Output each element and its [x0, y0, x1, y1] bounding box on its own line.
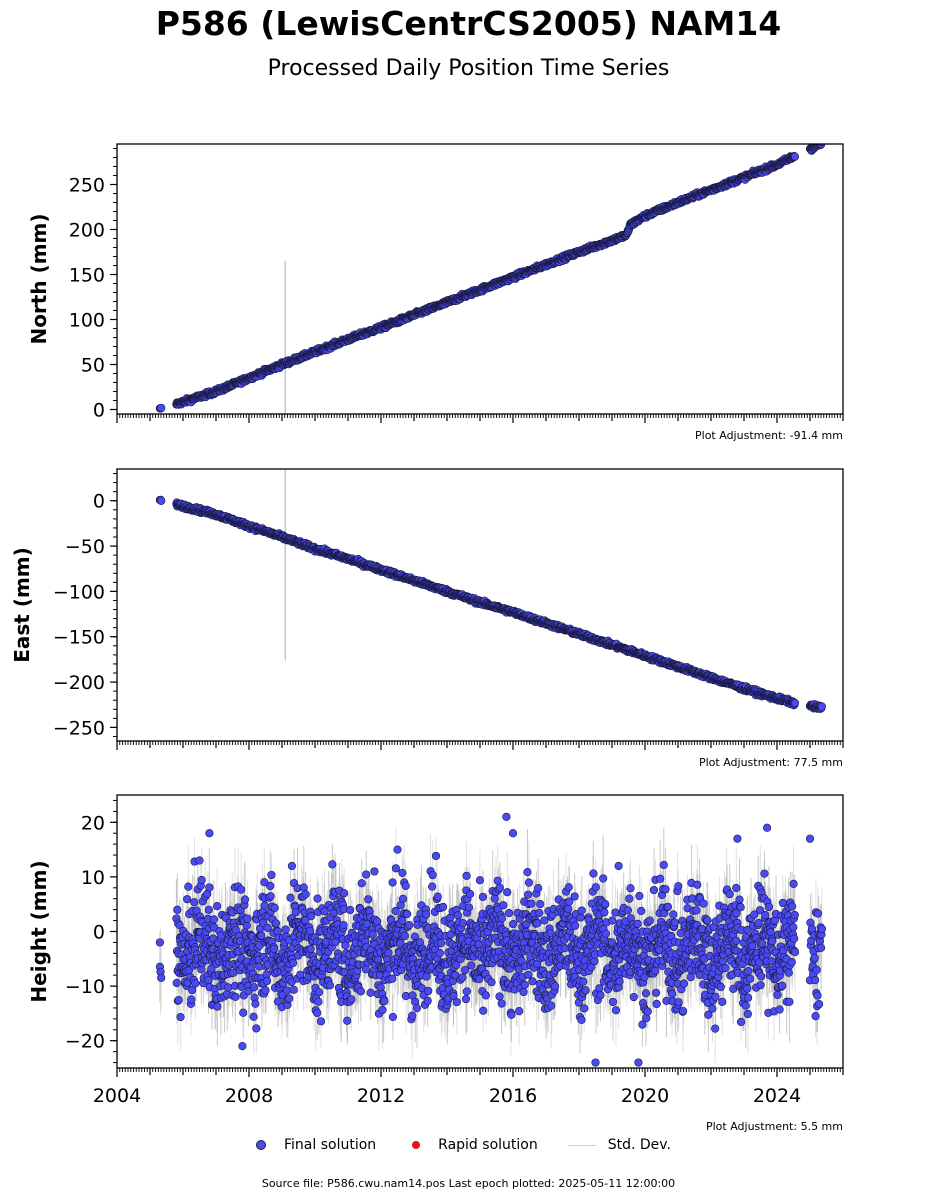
y-tick-label: 0 [93, 491, 105, 513]
plot-area [155, 469, 826, 713]
data-point [790, 698, 800, 708]
plot-area [155, 144, 826, 414]
plot-adjustment-note: Plot Adjustment: 77.5 mm [699, 756, 843, 769]
y-tick-label: −250 [53, 717, 105, 739]
final-solution-points [155, 144, 826, 413]
y-tick-label: 250 [69, 175, 105, 197]
y-tick-label: 200 [69, 220, 105, 242]
y-axis-label: North (mm) [27, 213, 51, 344]
plot-area [155, 812, 826, 1067]
data-point [790, 152, 800, 161]
panel-1: 0 50 100 150 200 250 North (mm) Plot Adjustment… [27, 143, 844, 442]
data-point [157, 403, 166, 413]
chart-title: P586 (LewisCentrCS2005) NAM14 [155, 4, 782, 43]
y-tick-label: 100 [69, 310, 105, 332]
final-solution-points [155, 495, 826, 713]
y-tick-label: −200 [53, 672, 105, 694]
data-point [157, 496, 166, 506]
y-tick-label: 150 [69, 265, 105, 287]
y-axis-label: East (mm) [10, 547, 34, 663]
panel-2: 0 −50 −100 −150 −200 −250 East (mm) Plot Adjust… [10, 468, 844, 769]
y-tick-label: −50 [65, 536, 105, 558]
y-tick-label: 50 [81, 355, 105, 377]
data-point [817, 702, 826, 711]
chart-subtitle: Processed Daily Position Time Series [267, 56, 670, 81]
y-tick-label: 0 [93, 400, 105, 422]
y-tick-label: −150 [53, 627, 105, 649]
plot-adjustment-note: Plot Adjustment: -91.4 mm [695, 429, 843, 442]
y-tick-label: −100 [53, 581, 105, 603]
